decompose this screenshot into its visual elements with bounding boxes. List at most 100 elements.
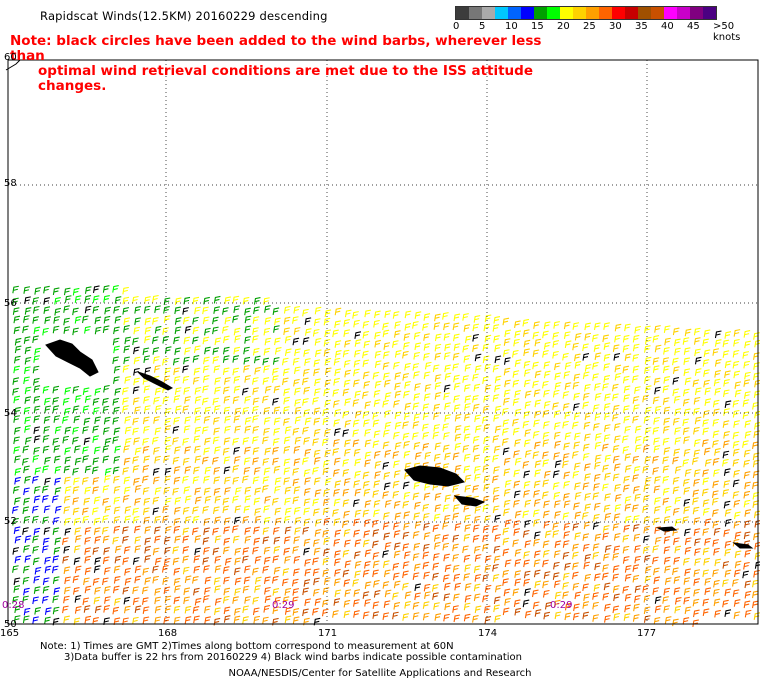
- wind-barb: [693, 578, 700, 586]
- wind-barb: [443, 352, 451, 360]
- wind-barb: [694, 538, 701, 546]
- wind-barb: [162, 577, 169, 585]
- wind-barb: [392, 592, 399, 600]
- wind-barb: [583, 421, 591, 430]
- wind-barb: [64, 387, 71, 395]
- wind-barb: [663, 376, 671, 384]
- wind-barb: [173, 525, 181, 534]
- wind-barb: [303, 469, 311, 477]
- wind-barb: [594, 413, 602, 421]
- wind-barb: [283, 515, 291, 524]
- wind-barb: [292, 478, 300, 487]
- wind-barb: [701, 488, 709, 497]
- wind-barb: [404, 362, 411, 371]
- wind-barb: [154, 535, 161, 544]
- wind-barb: [382, 581, 390, 589]
- wind-barb: [374, 339, 382, 348]
- wind-barb: [502, 569, 509, 578]
- wind-barb: [234, 505, 242, 513]
- wind-barb: [252, 387, 259, 395]
- wind-barb: [174, 306, 181, 315]
- wind-barb: [552, 332, 560, 340]
- wind-barb: [603, 375, 611, 383]
- wind-barb: [592, 492, 600, 500]
- wind-barb: [93, 565, 101, 573]
- wind-barb: [44, 556, 51, 565]
- wind-barb: [712, 520, 720, 529]
- wind-barb: [492, 494, 500, 503]
- wind-barb: [433, 322, 441, 330]
- wind-barb: [514, 320, 521, 329]
- wind-barb: [353, 359, 361, 368]
- wind-barb: [662, 397, 670, 405]
- wind-barb: [583, 521, 591, 530]
- colorbar-swatch: [456, 7, 469, 19]
- colorbar-swatch: [586, 7, 599, 19]
- wind-barb: [222, 346, 230, 355]
- wind-barb: [304, 598, 311, 606]
- wind-barb: [84, 286, 92, 294]
- wind-barb: [424, 384, 432, 392]
- wind-barb: [362, 471, 370, 480]
- wind-barb: [452, 484, 459, 493]
- wind-barb: [52, 325, 60, 334]
- wind-barb: [23, 336, 31, 344]
- wind-barb: [252, 457, 259, 465]
- wind-barb: [203, 565, 210, 573]
- wind-barb: [122, 387, 129, 395]
- wind-barb: [292, 496, 300, 505]
- wind-barb: [164, 475, 171, 484]
- wind-barb: [542, 330, 549, 339]
- wind-barb: [243, 457, 251, 465]
- wind-barb: [662, 456, 669, 464]
- wind-barb: [144, 577, 152, 585]
- wind-barb: [203, 296, 210, 305]
- wind-barb: [173, 616, 181, 625]
- wind-barb: [62, 555, 69, 564]
- wind-barb: [542, 409, 550, 418]
- wind-barb: [14, 406, 21, 415]
- wind-barb: [262, 377, 270, 385]
- wind-barb: [544, 470, 551, 479]
- wind-barb: [354, 390, 362, 399]
- wind-barb: [712, 569, 719, 577]
- wind-barb: [592, 543, 600, 551]
- wind-barb: [274, 317, 281, 326]
- wind-barb: [244, 596, 251, 604]
- wind-barb: [512, 349, 519, 358]
- wind-barb: [644, 476, 652, 485]
- wind-barb: [13, 395, 21, 404]
- wind-barb: [122, 617, 129, 626]
- wind-barb: [492, 505, 500, 514]
- wind-barb: [292, 616, 300, 625]
- wind-barb: [483, 395, 490, 403]
- wind-barb: [194, 496, 202, 505]
- wind-barb: [742, 399, 750, 407]
- wind-barb: [62, 605, 69, 614]
- wind-barb: [423, 343, 431, 351]
- wind-barb: [54, 297, 61, 305]
- wind-barb: [104, 437, 112, 446]
- wind-barb: [143, 355, 151, 363]
- wind-barb: [32, 365, 40, 374]
- wind-barb: [151, 336, 159, 344]
- wind-barb: [574, 511, 582, 520]
- wind-barb: [143, 385, 151, 393]
- wind-barb: [294, 527, 301, 535]
- wind-barb: [293, 458, 301, 466]
- wind-barb: [474, 425, 482, 433]
- wind-barb: [602, 483, 609, 492]
- wind-barb: [24, 346, 32, 355]
- footer-line-2: 3)Data buffer is 22 hrs from 20160229 4)…: [64, 652, 522, 663]
- wind-barb: [682, 516, 689, 524]
- wind-barb: [523, 490, 530, 498]
- island-outline: [137, 371, 174, 391]
- wind-barb: [624, 425, 631, 434]
- colorbar-swatch: [703, 7, 716, 19]
- wind-barb: [514, 359, 522, 367]
- wind-barb: [204, 466, 212, 475]
- wind-barb: [574, 491, 582, 500]
- wind-barb: [364, 459, 371, 467]
- wind-barb: [264, 595, 272, 604]
- wind-barb: [283, 547, 290, 556]
